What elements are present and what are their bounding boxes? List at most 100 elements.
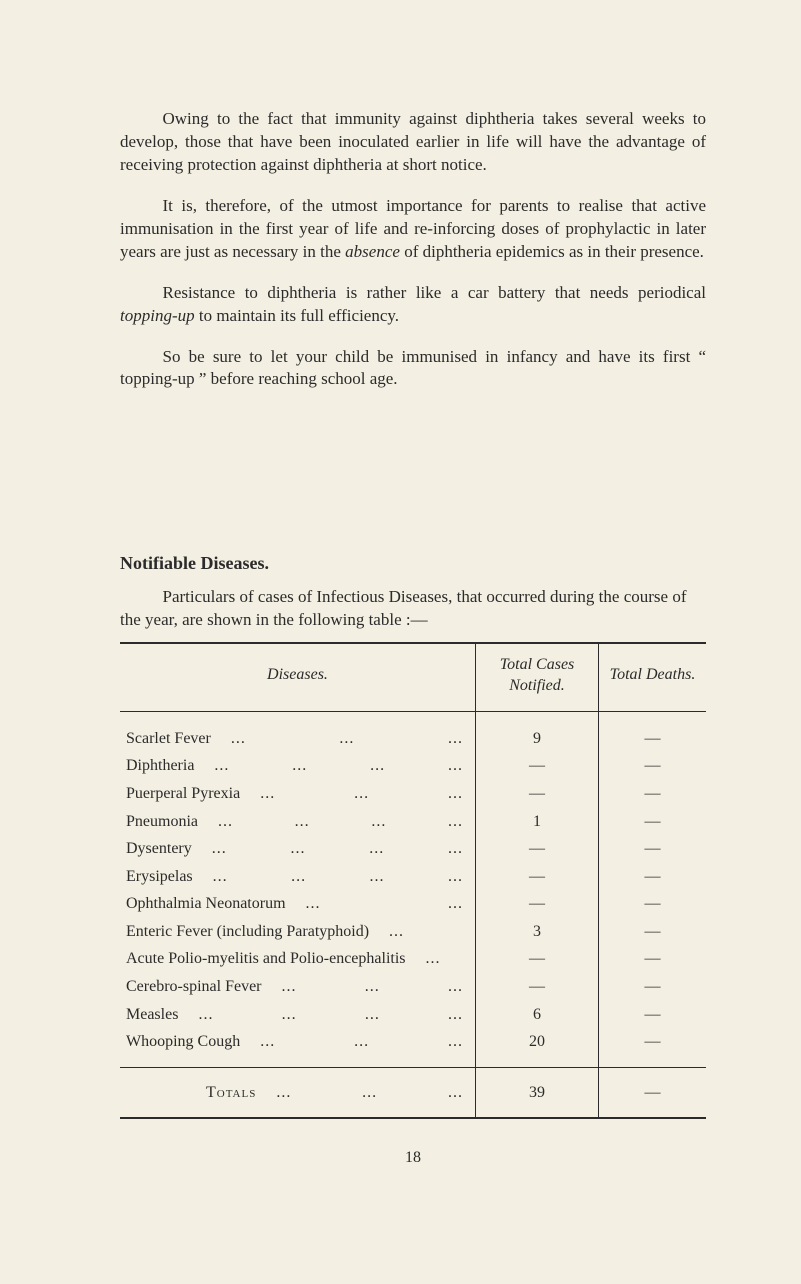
cases-cell xyxy=(476,890,599,918)
disease-cell: Whooping Cough xyxy=(120,1028,476,1067)
disease-cell: Enteric Fever (including Paratyphoid) xyxy=(120,918,476,946)
deaths-cell xyxy=(599,752,707,780)
leader-dots xyxy=(213,866,469,888)
paragraph-4: So be sure to let your child be immunise… xyxy=(120,346,706,392)
dash-icon xyxy=(529,840,545,857)
totals-dots xyxy=(276,1082,469,1104)
dash-icon xyxy=(529,978,545,995)
disease-cell: Erysipelas xyxy=(120,863,476,891)
leader-dots xyxy=(218,811,469,833)
table-row: Measles 6 xyxy=(120,1001,706,1029)
deaths-cell xyxy=(599,780,707,808)
table-totals: Totals 39 xyxy=(120,1067,706,1117)
cases-cell: 6 xyxy=(476,1001,599,1029)
deaths-cell xyxy=(599,835,707,863)
dash-icon xyxy=(645,840,661,857)
leader-dots xyxy=(260,1031,469,1053)
deaths-cell xyxy=(599,945,707,973)
document-page: Owing to the fact that immunity against … xyxy=(0,0,801,1209)
deaths-cell xyxy=(599,1028,707,1067)
cases-cell: 9 xyxy=(476,711,599,752)
paragraph-2b: of diphtheria epidemics as in their pres… xyxy=(400,242,704,261)
totals-label: Totals xyxy=(126,1082,276,1104)
diseases-table-wrap: Diseases. Total Cases Notified. Total De… xyxy=(120,642,706,1120)
disease-label: Whooping Cough xyxy=(126,1031,260,1053)
totals-cell-label: Totals xyxy=(120,1067,476,1117)
paragraph-3-italic: topping-up xyxy=(120,306,195,325)
disease-label: Scarlet Fever xyxy=(126,728,231,750)
col-header-deaths: Total Deaths. xyxy=(599,644,707,712)
dash-icon xyxy=(529,950,545,967)
disease-cell: Diphtheria xyxy=(120,752,476,780)
paragraph-1: Owing to the fact that immunity against … xyxy=(120,108,706,177)
table-row: Erysipelas xyxy=(120,863,706,891)
leader-dots xyxy=(214,755,469,777)
disease-label: Erysipelas xyxy=(126,866,213,888)
cases-cell xyxy=(476,780,599,808)
col-header-cases: Total Cases Notified. xyxy=(476,644,599,712)
leader-dots xyxy=(306,893,469,915)
dash-icon xyxy=(645,730,661,747)
cases-cell: 3 xyxy=(476,918,599,946)
table-row: Scarlet Fever 9 xyxy=(120,711,706,752)
deaths-cell xyxy=(599,808,707,836)
table-row: Whooping Cough20 xyxy=(120,1028,706,1067)
dash-icon xyxy=(645,950,661,967)
disease-cell: Pneumonia xyxy=(120,808,476,836)
table-row: Acute Polio-myelitis and Polio-encephali… xyxy=(120,945,706,973)
table-row: Ophthalmia Neonatorum xyxy=(120,890,706,918)
deaths-cell xyxy=(599,973,707,1001)
deaths-cell xyxy=(599,1001,707,1029)
table-row: Cerebro-spinal Fever xyxy=(120,973,706,1001)
disease-cell: Dysentery xyxy=(120,835,476,863)
disease-label: Pneumonia xyxy=(126,811,218,833)
dash-icon xyxy=(645,868,661,885)
table-row: Enteric Fever (including Paratyphoid) 3 xyxy=(120,918,706,946)
table-row: Pneumonia 1 xyxy=(120,808,706,836)
disease-cell: Acute Polio-myelitis and Polio-encephali… xyxy=(120,945,476,973)
page-number: 18 xyxy=(120,1147,706,1169)
dash-icon xyxy=(529,895,545,912)
disease-label: Measles xyxy=(126,1004,198,1026)
disease-label: Enteric Fever (including Paratyphoid) xyxy=(126,921,389,943)
cases-cell xyxy=(476,973,599,1001)
dash-icon xyxy=(645,978,661,995)
disease-cell: Cerebro-spinal Fever xyxy=(120,973,476,1001)
paragraph-3a: Resistance to diphtheria is rather like … xyxy=(163,283,707,302)
cases-cell: 1 xyxy=(476,808,599,836)
disease-cell: Ophthalmia Neonatorum xyxy=(120,890,476,918)
table-row: Puerperal Pyrexia xyxy=(120,780,706,808)
col-header-diseases: Diseases. xyxy=(120,644,476,712)
dash-icon xyxy=(645,1084,661,1101)
dash-icon xyxy=(529,757,545,774)
disease-label: Diphtheria xyxy=(126,755,214,777)
leader-dots xyxy=(231,728,469,750)
paragraph-2: It is, therefore, of the utmost importan… xyxy=(120,195,706,264)
leader-dots xyxy=(282,976,469,998)
leader-dots xyxy=(426,948,469,970)
table-row: Dysentery xyxy=(120,835,706,863)
disease-label: Ophthalmia Neonatorum xyxy=(126,893,306,915)
disease-cell: Puerperal Pyrexia xyxy=(120,780,476,808)
leader-dots xyxy=(260,783,469,805)
disease-label: Cerebro-spinal Fever xyxy=(126,976,282,998)
deaths-cell xyxy=(599,711,707,752)
disease-label: Puerperal Pyrexia xyxy=(126,783,260,805)
leader-dots xyxy=(389,921,469,943)
cases-cell xyxy=(476,945,599,973)
cases-cell xyxy=(476,752,599,780)
dash-icon xyxy=(645,923,661,940)
dash-icon xyxy=(529,785,545,802)
diseases-table: Diseases. Total Cases Notified. Total De… xyxy=(120,644,706,1118)
cases-cell xyxy=(476,835,599,863)
disease-cell: Scarlet Fever xyxy=(120,711,476,752)
dash-icon xyxy=(529,868,545,885)
dash-icon xyxy=(645,757,661,774)
disease-cell: Measles xyxy=(120,1001,476,1029)
table-row: Diphtheria xyxy=(120,752,706,780)
disease-label: Dysentery xyxy=(126,838,212,860)
totals-deaths xyxy=(599,1067,707,1117)
dash-icon xyxy=(645,785,661,802)
dash-icon xyxy=(645,1033,661,1050)
paragraph-3b: to maintain its full efficiency. xyxy=(195,306,399,325)
